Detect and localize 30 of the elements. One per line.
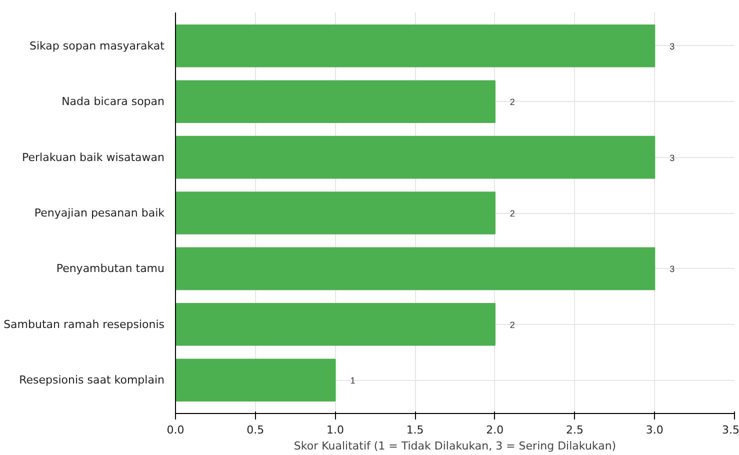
bar <box>176 80 496 123</box>
x-tick-label: 2.0 <box>486 424 504 436</box>
data-label: 2 <box>510 320 515 330</box>
bar <box>176 303 496 346</box>
y-tick-label: Nada bicara sopan <box>62 95 165 108</box>
data-label: 3 <box>670 152 675 163</box>
x-tick-label: 3.0 <box>646 424 664 436</box>
data-label: 2 <box>510 97 515 108</box>
bar <box>176 358 336 402</box>
data-label: 3 <box>670 264 675 274</box>
bar <box>176 24 656 68</box>
data-label: 1 <box>350 376 356 386</box>
y-tick-label: Penyajian pesanan baik <box>34 206 166 220</box>
x-tick-label: 0.0 <box>166 424 184 436</box>
data-label: 3 <box>670 41 675 52</box>
y-tick-label: Perlakuan baik wisatawan <box>22 150 165 164</box>
data-label: 2 <box>510 208 515 218</box>
x-tick-label: 1.0 <box>326 424 344 436</box>
x-tick-label: 2.5 <box>566 424 584 436</box>
y-tick-label: Penyambutan tamu <box>56 262 165 276</box>
bar <box>176 192 496 234</box>
y-tick-label: Resepsionis saat komplain <box>19 374 165 387</box>
y-tick-label: Sikap sopan masyarakat <box>29 39 166 52</box>
y-tick-label: Sambutan ramah resepsionis <box>4 318 165 331</box>
bar <box>176 136 656 179</box>
x-tick-label: 0.5 <box>246 424 264 436</box>
x-axis-title: Skor Kualitatif (1 = Tidak Dilakukan, 3 = Sering Dilakukan) <box>294 440 616 452</box>
x-tick-label: 3.5 <box>722 424 739 436</box>
bar <box>176 247 656 290</box>
x-tick-label: 1.5 <box>406 424 424 436</box>
